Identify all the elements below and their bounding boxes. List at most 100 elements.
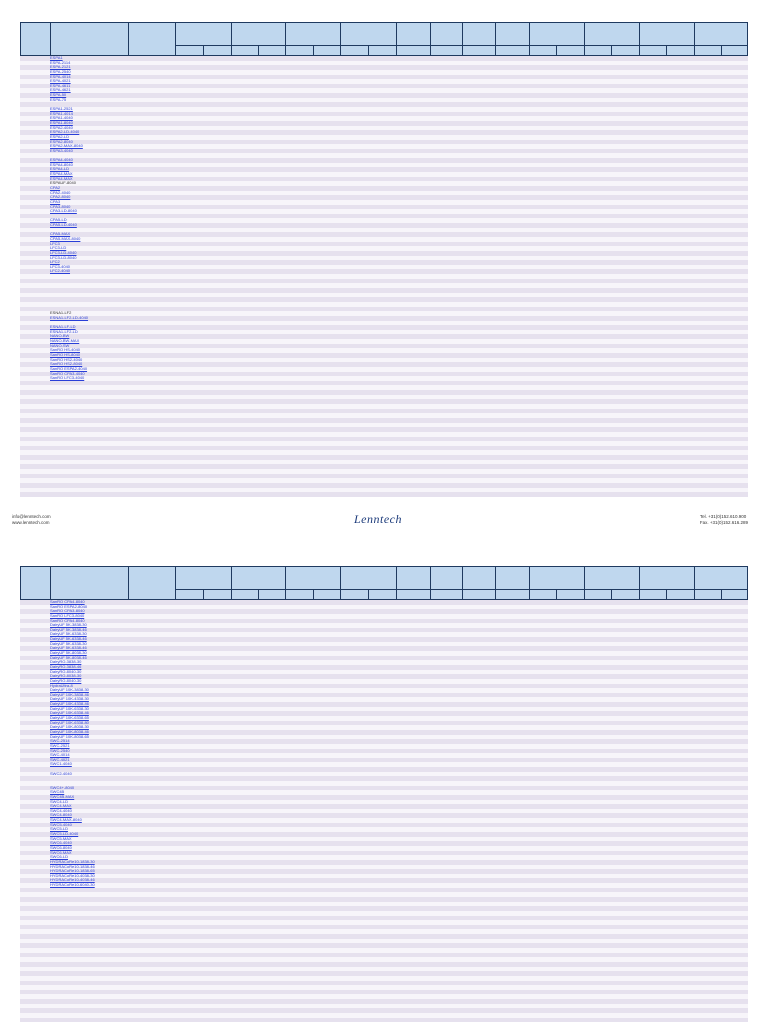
product-link[interactable]: ESPA-2114 [50,60,71,65]
product-link[interactable]: DairyRO-3838-46 [50,664,82,669]
product-link[interactable]: ESNA1-LF2-LD [50,329,78,334]
product-link[interactable]: SWC2-4040 [50,771,72,776]
product-link[interactable]: HYDRACoRe10-1838-46 [50,864,95,869]
product-link[interactable]: HydraUltra-8 [50,683,73,688]
product-link[interactable]: HYDRACoRe10-1838-65 [50,869,95,874]
product-link[interactable]: ESPA-50 [50,93,67,98]
product-link[interactable]: SanRO HS-4040 [50,348,81,353]
product-link[interactable]: ESPA1-4040 [50,116,73,121]
product-link[interactable]: ESPA4-MAX [50,176,73,181]
product-link[interactable]: DairyUF 10K-6338-46 [50,711,89,716]
product-link[interactable]: SWC4B-MAX [50,794,75,799]
product-link[interactable]: CPA3-8040 [50,204,71,209]
product-link[interactable]: DairyUF 10K-4338-30 [50,697,89,702]
product-link[interactable]: ESPA1 [50,56,63,60]
product-link[interactable]: DairyRO-8040-30 [50,669,82,674]
product-link[interactable]: HYDRACoRe10-4038-30 [50,873,95,878]
product-link[interactable]: CPA3 [50,199,61,204]
product-link[interactable]: SWC6-4040 [50,841,72,846]
product-link[interactable]: DairyUF 5K-8038-30 [50,651,87,656]
product-link[interactable]: LFC3-LD-4040 [50,250,77,255]
product-link[interactable]: ESPA2-LD-4040 [50,130,80,135]
product-link[interactable]: DairyUF 5K-6338-30 [50,641,87,646]
product-link[interactable]: DairyUF 10K-8038-65 [50,734,89,739]
product-link[interactable]: DairyUF 10K-6338-80 [50,720,89,725]
product-link[interactable]: SWC1-4040 [50,762,72,767]
product-link[interactable]: CPA5-LD [50,218,67,223]
product-link[interactable]: ESPA-4021 [50,79,71,84]
product-link[interactable]: HYDRACoRe10-6040-30 [50,883,95,888]
product-link[interactable]: DairyUF 5K-3838-30 [50,623,87,628]
product-link[interactable]: DairyUF 10K-6338-30 [50,706,89,711]
product-link[interactable]: ESPA4-LD [50,167,70,172]
product-link[interactable]: ESPA4-MAX [50,172,73,177]
product-link[interactable]: CPA3-LD-8040 [50,209,77,214]
product-link[interactable]: CPA5-MAX [50,232,71,237]
product-link[interactable]: SWC6-MAX [50,850,72,855]
product-link[interactable]: NANO-BW-MAX [50,339,80,344]
product-link[interactable]: SWC-2514 [50,739,70,744]
product-link[interactable]: SanRO ESPA2-4040 [50,366,88,371]
product-link[interactable]: SWC4-MAX [50,804,72,809]
product-link[interactable]: SWC-2521 [50,743,70,748]
product-link[interactable]: ESPA-4014 [50,74,71,79]
product-link[interactable]: CPA2 [50,185,61,190]
product-link[interactable]: ESPA-4621 [50,88,71,93]
product-link[interactable]: ESPA-4611 [50,83,71,88]
product-link[interactable]: SWC4-LD [50,799,69,804]
product-link[interactable]: SanRO CPA3-8040 [50,609,85,614]
product-link[interactable]: ESPA2-MAX-8040 [50,144,83,149]
product-link[interactable]: LFC3-4040 [50,264,71,269]
product-link[interactable]: DairyRO-3838-30 [50,660,82,665]
product-link[interactable]: SWC-4014 [50,753,70,758]
product-link[interactable]: SWC-4021 [50,757,70,762]
product-link[interactable]: ESPA2-8040 [50,139,73,144]
product-link[interactable]: ESPA4-4040 [50,158,73,163]
product-link[interactable]: LFC2-4040 [50,269,71,274]
product-link[interactable]: SanRO CPA4-8040 [50,618,85,623]
product-link[interactable]: DairyRO-8038-30 [50,674,82,679]
product-link[interactable]: SWC6-LD [50,855,69,860]
product-link[interactable]: DairyUF 5K-3838-46 [50,627,87,632]
product-link[interactable]: DairyUF 10K-3838-46 [50,692,89,697]
product-link[interactable]: NANO-SW [50,343,70,348]
product-link[interactable]: SWC4+-8040 [50,785,75,790]
product-link[interactable]: DairyUF 10K-8038-30 [50,725,89,730]
product-link[interactable]: SWC6-8040 [50,845,72,850]
footer-web[interactable]: www.lenntech.com [12,520,50,525]
product-link[interactable]: DairyUF 5K-6338-46 [50,646,87,651]
product-link[interactable]: SWC5-LD-4040 [50,832,79,837]
product-link[interactable]: HYDRACoRe10-1838-30 [50,859,95,864]
product-link[interactable]: ESPA-2540 [50,69,71,74]
product-link[interactable]: ESPA4-8040 [50,162,73,167]
footer-email[interactable]: info@lenntech.com [12,514,51,519]
product-link[interactable]: LFC3-LD-8040 [50,255,77,260]
product-link[interactable]: CPA5-MAX-8040 [50,236,81,241]
product-link[interactable]: SanRO CPA4-8040 [50,600,85,604]
product-link[interactable]: ESPA3-4040 [50,148,73,153]
product-link[interactable]: SWC4-8040 [50,813,72,818]
product-link[interactable]: SWC5-MAX [50,836,72,841]
product-link[interactable]: LFC3-LD [50,246,67,251]
product-link[interactable]: HYDRACoRe10-4038-46 [50,878,95,883]
product-link[interactable]: SWC4-MAX-8040 [50,818,82,823]
product-link[interactable]: SWC5-4040 [50,822,72,827]
product-link[interactable]: SanRO CPA3-4040 [50,371,85,376]
product-link[interactable]: DairyRO-8040-30 [50,678,82,683]
product-link[interactable]: LFC2 [50,260,60,265]
product-link[interactable]: DairyUF 10K-8038-46 [50,729,89,734]
product-link[interactable]: SWC5-LD [50,827,69,832]
product-link[interactable]: ESPA1-2521 [50,107,73,112]
product-link[interactable]: SanRO HS2-4040 [50,357,83,362]
product-link[interactable]: CPA2-8040 [50,195,71,200]
product-link[interactable]: NANO-BW [50,334,70,339]
product-link[interactable]: SanRO HS-8040 [50,353,81,357]
product-link[interactable]: ESPA-75 [50,97,67,102]
product-link[interactable]: DairyUF 10K-3838-30 [50,688,89,693]
product-link[interactable]: DairyUF 10K-4338-46 [50,702,89,707]
product-link[interactable]: ESNA1-LF-LD [50,325,76,330]
product-link[interactable]: ESPA2-LD [50,134,70,139]
product-link[interactable]: ESNA1-LF2-LD-4040 [50,315,89,320]
product-link[interactable]: SanRO LFC3-4040 [50,376,85,381]
product-link[interactable]: SanRO LFC3-8040 [50,613,85,618]
